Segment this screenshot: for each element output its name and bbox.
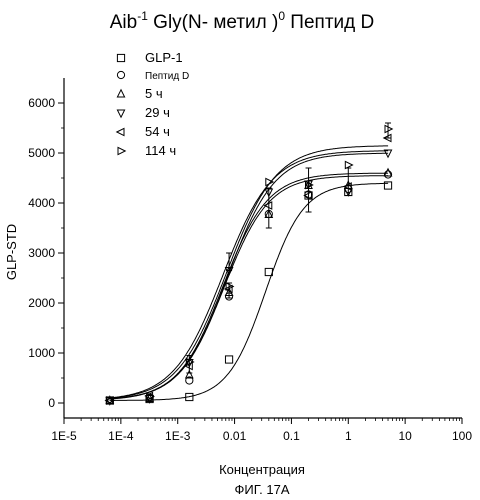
figure-label: ФИГ. 17А	[234, 482, 289, 497]
chart-title: Aib-1 Gly(N- метил )0 Пептид D	[110, 9, 374, 33]
y-tick-label: 1000	[28, 346, 55, 360]
x-tick-label: 10	[398, 429, 412, 443]
x-tick-label: 100	[452, 429, 472, 443]
error-bars	[186, 123, 391, 373]
chart-title-prefix-sup: -1	[137, 9, 148, 23]
legend-label: GLP-1	[145, 50, 183, 65]
data-points	[106, 125, 393, 404]
fit-curve	[110, 146, 389, 398]
data-point	[225, 356, 232, 363]
y-tick-label: 0	[48, 396, 55, 410]
x-tick-label: 0.01	[223, 429, 247, 443]
legend: GLP-1 Пептид D 5 ч 29 ч 54 ч 114 ч	[117, 50, 189, 158]
chart-title-middle: Gly(N- метил )	[148, 12, 278, 33]
x-tick-label: 1E-3	[165, 429, 191, 443]
y-tick-label: 6000	[28, 96, 55, 110]
fit-curve	[110, 153, 389, 399]
legend-marker	[117, 110, 124, 117]
legend-marker	[117, 71, 124, 78]
chart-title-prefix: Aib	[110, 12, 137, 33]
legend-marker	[118, 147, 125, 154]
data-point	[266, 178, 273, 185]
x-axis-label: Концентрация	[219, 462, 305, 477]
chart-title-suffix: Пептид D	[285, 12, 374, 33]
legend-label: 114 ч	[145, 143, 176, 158]
x-tick-label: 1	[345, 429, 352, 443]
y-tick-label: 3000	[28, 246, 55, 260]
y-tick-label: 5000	[28, 146, 55, 160]
x-tick-label: 0.1	[283, 429, 300, 443]
fit-curve	[110, 176, 389, 399]
x-tick-label: 1E-5	[51, 429, 77, 443]
fit-curves	[110, 146, 389, 401]
legend-label: Пептид D	[145, 71, 189, 82]
data-point	[385, 125, 392, 132]
x-tick-label: 1E-4	[108, 429, 134, 443]
legend-marker	[117, 54, 124, 61]
legend-label: 5 ч	[145, 86, 163, 101]
legend-label: 29 ч	[145, 105, 170, 120]
fit-curve	[110, 173, 389, 399]
legend-label: 54 ч	[145, 124, 170, 139]
y-tick-label: 4000	[28, 196, 55, 210]
legend-marker	[117, 128, 124, 135]
plot-axes: 1E-51E-41E-30.010.1110100010002000300040…	[28, 78, 472, 443]
y-axis-label: GLP-STD	[4, 224, 19, 280]
y-tick-label: 2000	[28, 296, 55, 310]
legend-marker	[117, 90, 124, 97]
